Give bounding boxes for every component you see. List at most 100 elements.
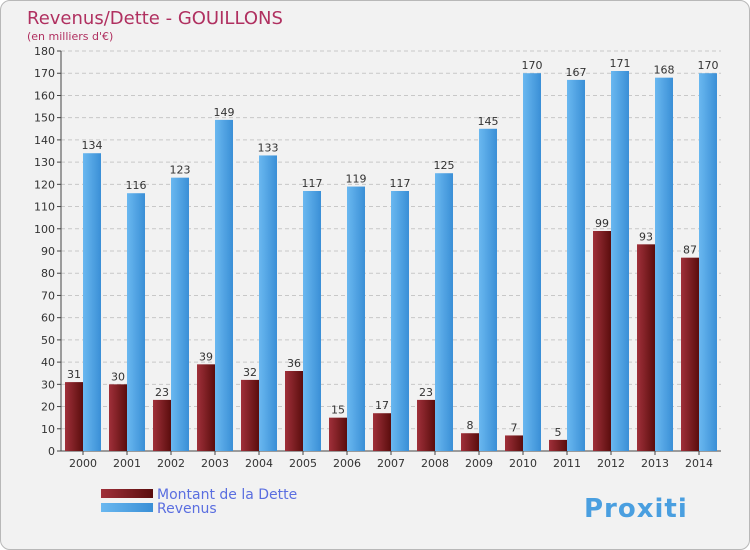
x-tick-label: 2009 xyxy=(465,457,493,470)
revenue-value-label: 170 xyxy=(698,59,719,72)
revenue-bar xyxy=(567,79,585,451)
legend-swatch xyxy=(101,503,153,512)
y-tick-label: 0 xyxy=(48,445,55,458)
debt-bar xyxy=(637,244,655,451)
debt-value-label: 31 xyxy=(67,368,81,381)
x-tick-label: 2008 xyxy=(421,457,449,470)
y-tick-label: 130 xyxy=(34,156,55,169)
x-tick-label: 2011 xyxy=(553,457,581,470)
debt-value-label: 17 xyxy=(375,399,389,412)
x-tick-label: 2006 xyxy=(333,457,361,470)
debt-value-label: 32 xyxy=(243,366,257,379)
debt-bar xyxy=(65,382,83,451)
y-tick-label: 60 xyxy=(41,312,55,325)
revenue-value-label: 134 xyxy=(82,139,103,152)
revenue-value-label: 145 xyxy=(478,115,499,128)
debt-value-label: 30 xyxy=(111,370,125,383)
x-tick-label: 2004 xyxy=(245,457,273,470)
revenue-bar xyxy=(523,73,541,451)
chart-title: Revenus/Dette - GOUILLONS xyxy=(27,8,283,29)
revenue-bar xyxy=(171,177,189,451)
revenue-bar xyxy=(655,77,673,452)
debt-value-label: 8 xyxy=(467,419,474,432)
debt-bar xyxy=(505,435,523,451)
logo-text: Proxiti xyxy=(584,494,688,524)
x-tick-label: 2005 xyxy=(289,457,317,470)
revenue-bar xyxy=(259,155,277,451)
x-tick-label: 2014 xyxy=(685,457,713,470)
revenue-bar xyxy=(699,73,717,451)
debt-bar xyxy=(373,413,391,451)
revenue-bar xyxy=(391,191,409,451)
bars: 3113430116231233914932133361171511917117… xyxy=(65,57,719,452)
y-tick-label: 150 xyxy=(34,112,55,125)
y-tick-label: 50 xyxy=(41,334,55,347)
revenue-bar xyxy=(347,186,365,452)
y-tick-label: 160 xyxy=(34,89,55,102)
debt-value-label: 23 xyxy=(155,386,169,399)
debt-value-label: 99 xyxy=(595,217,609,230)
revenue-bar xyxy=(611,71,629,451)
revenue-value-label: 119 xyxy=(346,173,367,186)
x-tick-label: 2003 xyxy=(201,457,229,470)
y-tick-label: 90 xyxy=(41,245,55,258)
debt-bar xyxy=(109,384,127,451)
debt-bar xyxy=(549,439,567,451)
y-tick-label: 180 xyxy=(34,45,55,58)
y-tick-label: 120 xyxy=(34,178,55,191)
chart-subtitle: (en milliers d'€) xyxy=(27,30,113,43)
debt-bar xyxy=(241,379,259,451)
y-tick-label: 40 xyxy=(41,356,55,369)
debt-value-label: 36 xyxy=(287,357,301,370)
y-tick-label: 10 xyxy=(41,423,55,436)
revenue-bar xyxy=(479,128,497,451)
y-tick-label: 100 xyxy=(34,223,55,236)
revenue-bar xyxy=(435,173,453,451)
revenue-value-label: 125 xyxy=(434,159,455,172)
revenue-bar xyxy=(127,193,145,451)
revenue-value-label: 117 xyxy=(390,177,411,190)
legend-swatch xyxy=(101,489,153,498)
debt-bar xyxy=(285,371,303,451)
debt-value-label: 93 xyxy=(639,230,653,243)
revenue-bar xyxy=(215,119,233,451)
debt-value-label: 39 xyxy=(199,350,213,363)
revenue-value-label: 168 xyxy=(654,64,675,77)
debt-value-label: 7 xyxy=(511,421,518,434)
x-tick-label: 2013 xyxy=(641,457,669,470)
debt-bar xyxy=(329,417,347,451)
debt-bar xyxy=(461,433,479,451)
proxiti-logo: Proxiti xyxy=(584,494,688,524)
revenue-value-label: 123 xyxy=(170,164,191,177)
revenue-value-label: 133 xyxy=(258,141,279,154)
x-tick-label: 2012 xyxy=(597,457,625,470)
x-tick-label: 2007 xyxy=(377,457,405,470)
y-tick-label: 140 xyxy=(34,134,55,147)
revenue-value-label: 117 xyxy=(302,177,323,190)
x-tick-label: 2010 xyxy=(509,457,537,470)
y-tick-label: 30 xyxy=(41,378,55,391)
revenue-value-label: 171 xyxy=(610,57,631,70)
x-tick-label: 2000 xyxy=(69,457,97,470)
debt-value-label: 87 xyxy=(683,244,697,257)
debt-value-label: 23 xyxy=(419,386,433,399)
debt-bar xyxy=(153,399,171,451)
revenue-bar xyxy=(83,153,101,451)
revenue-value-label: 170 xyxy=(522,59,543,72)
legend-label: Montant de la Dette xyxy=(157,487,297,503)
y-tick-label: 110 xyxy=(34,201,55,214)
debt-value-label: 5 xyxy=(555,426,562,439)
debt-bar xyxy=(197,364,215,451)
revenue-value-label: 149 xyxy=(214,106,235,119)
debt-value-label: 15 xyxy=(331,404,345,417)
y-tick-label: 70 xyxy=(41,289,55,302)
revenue-value-label: 167 xyxy=(566,66,587,79)
x-tick-label: 2002 xyxy=(157,457,185,470)
revenue-value-label: 116 xyxy=(126,179,147,192)
debt-bar xyxy=(417,399,435,451)
debt-bar xyxy=(681,257,699,451)
y-tick-label: 20 xyxy=(41,401,55,414)
debt-bar xyxy=(593,231,611,451)
